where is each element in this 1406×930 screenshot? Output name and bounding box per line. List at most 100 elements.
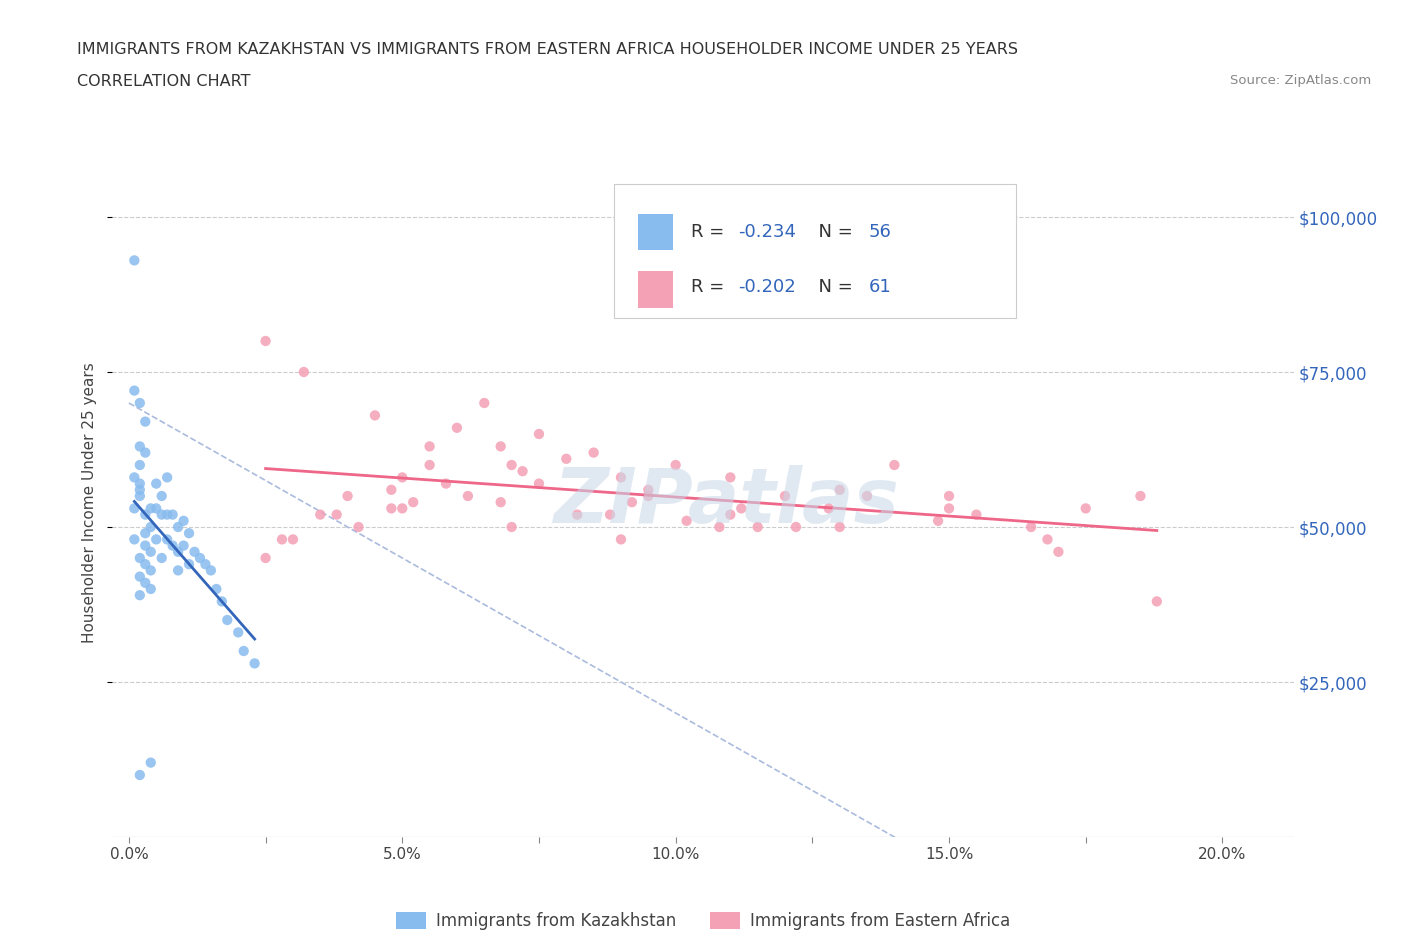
Point (391, 470, 413, 485)
Point (145, 476, 167, 491)
Point (718, 470, 741, 485)
Point (292, 365, 315, 379)
Point (364, 408, 387, 423)
Point (325, 507, 347, 522)
Point (162, 538, 184, 553)
Point (637, 488, 659, 503)
Point (134, 507, 156, 522)
Point (226, 625, 249, 640)
Point (927, 513, 949, 528)
Point (139, 520, 162, 535)
Point (938, 501, 960, 516)
FancyBboxPatch shape (614, 184, 1017, 318)
Point (472, 395, 495, 410)
Point (637, 483, 659, 498)
Point (1019, 520, 1042, 535)
Text: R =: R = (692, 223, 730, 241)
Point (1074, 501, 1097, 516)
Point (309, 507, 332, 522)
Point (380, 483, 402, 498)
Point (567, 507, 589, 522)
Legend: Immigrants from Kazakhstan, Immigrants from Eastern Africa: Immigrants from Kazakhstan, Immigrants f… (389, 906, 1017, 930)
Point (124, 501, 146, 516)
Point (173, 513, 195, 528)
Point (747, 520, 769, 535)
Point (271, 532, 294, 547)
Point (134, 445, 156, 460)
Point (145, 532, 167, 547)
Point (128, 767, 150, 782)
Point (167, 520, 190, 535)
Point (599, 507, 621, 522)
Text: -0.202: -0.202 (738, 278, 796, 296)
Point (128, 395, 150, 410)
Point (1146, 594, 1168, 609)
Point (380, 501, 402, 516)
Text: N =: N = (807, 278, 859, 296)
Point (124, 470, 146, 485)
Point (883, 458, 905, 472)
Point (785, 520, 807, 535)
Point (156, 470, 179, 485)
Point (610, 532, 633, 547)
Point (512, 464, 534, 479)
Point (730, 501, 752, 516)
Point (281, 532, 304, 547)
Point (156, 507, 179, 522)
Point (610, 470, 633, 485)
Point (167, 563, 190, 578)
Point (162, 507, 184, 522)
Point (489, 495, 512, 510)
Point (128, 569, 150, 584)
Point (709, 520, 731, 535)
Point (134, 538, 156, 553)
Point (555, 451, 578, 466)
Point (183, 544, 205, 559)
Point (446, 420, 468, 435)
Point (457, 488, 479, 503)
Point (773, 488, 796, 503)
Point (965, 507, 987, 522)
Point (128, 488, 150, 503)
Y-axis label: Householder Income Under 25 years: Householder Income Under 25 years (82, 362, 97, 643)
Point (489, 439, 512, 454)
Point (134, 525, 156, 540)
Point (828, 483, 851, 498)
Text: R =: R = (692, 278, 730, 296)
Text: CORRELATION CHART: CORRELATION CHART (77, 74, 250, 89)
Point (501, 520, 523, 535)
Point (124, 383, 146, 398)
Point (205, 581, 228, 596)
Point (817, 501, 839, 516)
Point (856, 488, 879, 503)
Point (254, 334, 277, 349)
Point (402, 495, 425, 510)
Point (145, 501, 167, 516)
Point (156, 532, 179, 547)
Point (128, 551, 150, 565)
Point (1036, 532, 1059, 547)
Point (1047, 544, 1070, 559)
Point (128, 483, 150, 498)
Point (665, 458, 688, 472)
Point (139, 581, 162, 596)
Point (177, 557, 200, 572)
Point (194, 557, 217, 572)
Point (150, 507, 173, 522)
Text: 56: 56 (869, 223, 891, 241)
Point (938, 488, 960, 503)
Point (128, 588, 150, 603)
Point (419, 458, 441, 472)
Point (1129, 488, 1152, 503)
Point (167, 544, 190, 559)
Point (211, 594, 233, 609)
Point (124, 253, 146, 268)
Point (150, 551, 173, 565)
Point (200, 563, 222, 578)
Point (582, 445, 605, 460)
Point (527, 476, 550, 491)
Point (347, 520, 370, 535)
Text: 61: 61 (869, 278, 891, 296)
Point (391, 501, 413, 516)
Point (217, 613, 239, 628)
